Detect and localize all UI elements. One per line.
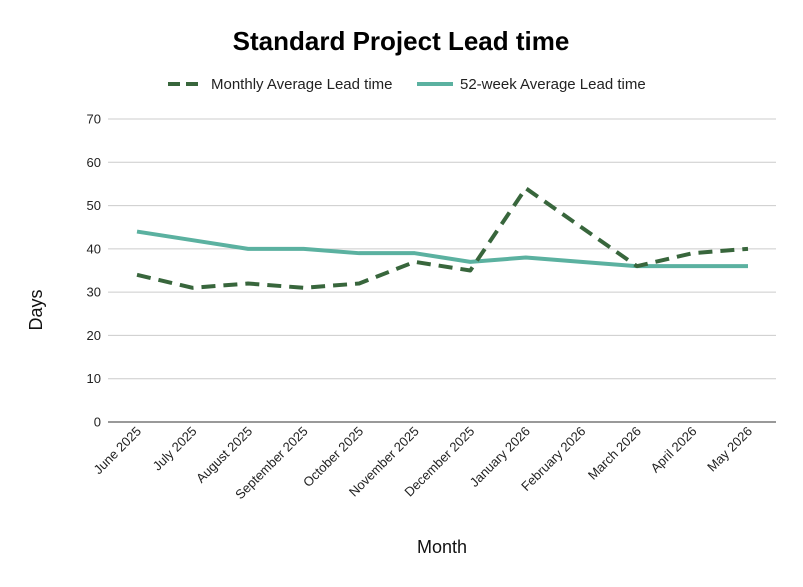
y-tick-label: 10: [87, 371, 101, 386]
series-line-monthly-average: [136, 186, 749, 290]
legend: Monthly Average Lead time 52-week Average…: [168, 76, 646, 93]
series-lines: [136, 186, 749, 290]
x-tick-label: June 2025: [91, 424, 145, 478]
legend-label: 52-week Average Lead time: [460, 76, 646, 93]
series-line-52-week-average: [136, 229, 748, 269]
legend-label: Monthly Average Lead time: [211, 76, 393, 93]
x-tick-label: May 2026: [704, 424, 755, 475]
y-axis-label: Days: [26, 289, 46, 330]
y-tick-label: 40: [87, 241, 101, 256]
y-tick-label: 70: [87, 112, 101, 127]
y-tick-label: 50: [87, 198, 101, 213]
x-tick-label: March 2026: [585, 424, 644, 483]
chart-title: Standard Project Lead time: [233, 26, 570, 56]
x-tick-label: April 2026: [648, 424, 700, 476]
y-tick-label: 30: [87, 285, 101, 300]
x-tick-label: July 2025: [150, 424, 200, 474]
y-tick-label: 0: [94, 415, 101, 430]
x-axis-label: Month: [417, 537, 467, 557]
y-tick-label: 20: [87, 328, 101, 343]
grid: [108, 118, 776, 423]
y-axis-ticks: 0 10 20 30 40 50 60 70: [87, 112, 101, 430]
y-tick-label: 60: [87, 155, 101, 170]
